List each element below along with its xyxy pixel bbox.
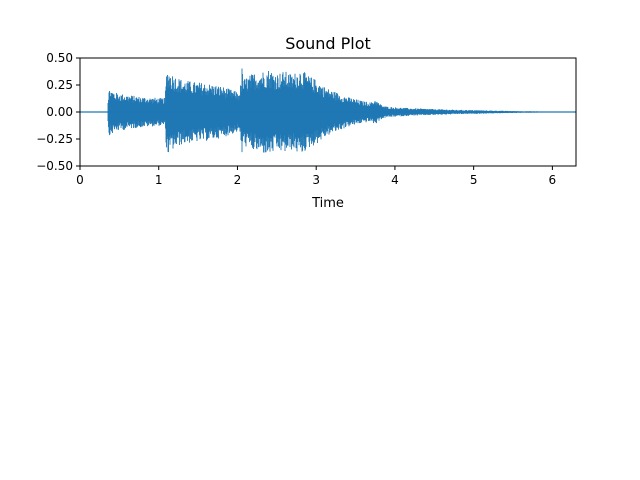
- x-tick-label: 2: [234, 173, 242, 187]
- waveform-series: [80, 68, 577, 153]
- x-tick-label: 0: [76, 173, 84, 187]
- x-tick-label: 6: [549, 173, 557, 187]
- x-axis: 0 1 2 3 4 5 6: [76, 166, 556, 187]
- x-axis-label: Time: [311, 196, 344, 211]
- x-tick-label: 1: [155, 173, 163, 187]
- x-tick-label: 3: [312, 173, 320, 187]
- y-tick-label: 0.50: [46, 51, 73, 65]
- x-tick-label: 4: [391, 173, 399, 187]
- y-tick-label: −0.50: [36, 159, 73, 173]
- x-tick-label: 5: [470, 173, 478, 187]
- y-tick-label: 0.00: [46, 105, 73, 119]
- y-tick-label: −0.25: [36, 132, 73, 146]
- y-axis: 0.50 0.25 0.00 −0.25 −0.50: [36, 51, 80, 173]
- y-tick-label: 0.25: [46, 78, 73, 92]
- chart-title: Sound Plot: [285, 34, 371, 53]
